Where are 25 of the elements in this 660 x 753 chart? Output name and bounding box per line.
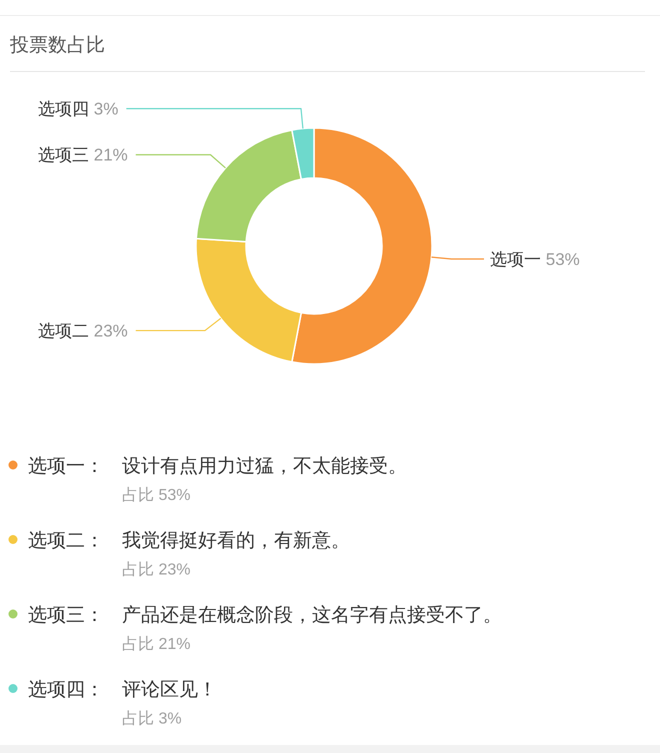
legend-label: 选项一 — [28, 456, 85, 477]
data-label: 53% — [546, 250, 580, 269]
annotation: 占比 23% — [122, 562, 190, 578]
title: 投票数占比 — [10, 35, 105, 56]
slice-label: 选项三 — [38, 146, 94, 165]
legend-label: 选项四 — [28, 680, 85, 700]
annotation: ： — [85, 680, 104, 700]
legend-label: 选项三 — [28, 605, 85, 626]
annotation: 占比 21% — [122, 636, 190, 653]
annotation: 设计有点用力过猛，不太能接受。 — [122, 456, 407, 477]
annotation: 产品还是在概念阶段，这名字有点接受不了。 — [122, 605, 502, 626]
slice-label: 选项一 — [490, 250, 546, 269]
annotation: ： — [85, 605, 104, 626]
slice-label: 选项二 — [38, 322, 94, 341]
annotation: ： — [85, 456, 104, 477]
data-label: 23% — [94, 322, 128, 341]
slice-label: 选项四 — [38, 100, 94, 119]
data-label: 3% — [94, 100, 118, 119]
annotation: ： — [85, 530, 104, 552]
annotation: 占比 3% — [122, 710, 182, 728]
annotation: 占比 53% — [122, 487, 190, 504]
legend-label: 选项二 — [28, 530, 85, 552]
data-label: 21% — [94, 146, 128, 165]
annotation: 我觉得挺好看的，有新意。 — [122, 530, 350, 552]
annotation: 评论区见！ — [122, 680, 217, 700]
